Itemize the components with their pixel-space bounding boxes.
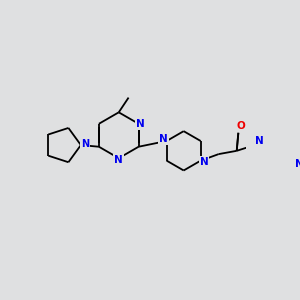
Text: N: N — [295, 159, 300, 169]
Text: N: N — [159, 134, 168, 144]
Text: N: N — [255, 136, 263, 146]
Text: N: N — [200, 157, 208, 167]
Text: N: N — [114, 155, 123, 165]
Text: N: N — [136, 119, 145, 129]
Text: O: O — [236, 121, 245, 131]
Text: N: N — [81, 139, 89, 149]
